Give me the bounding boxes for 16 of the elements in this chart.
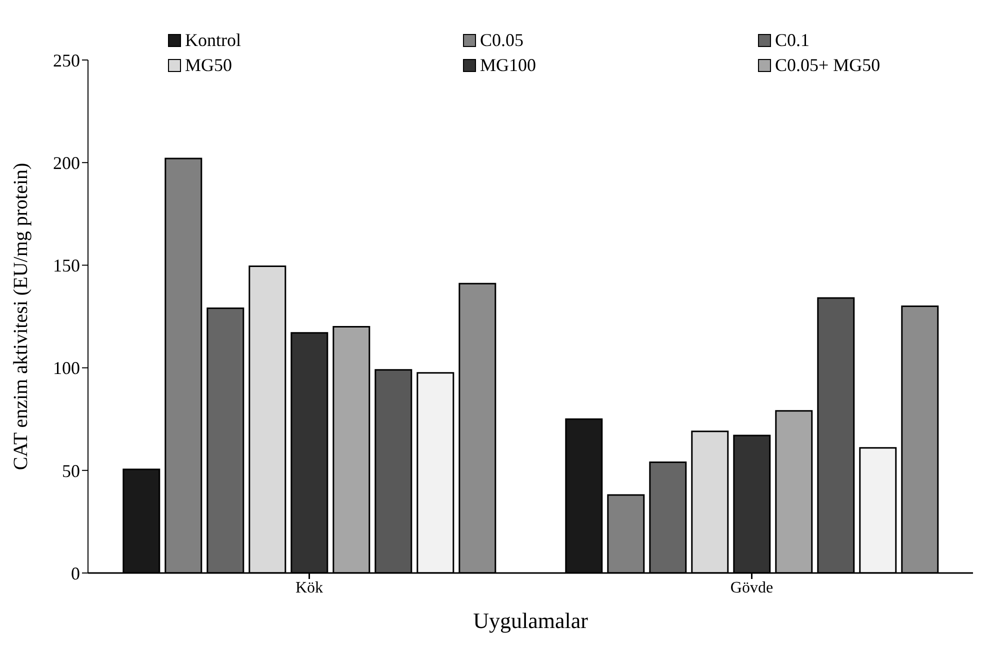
x-axis-title: Uygulamalar [473,608,589,633]
y-tick-label: 100 [53,358,80,378]
y-tick-label: 250 [53,50,80,70]
legend-label: C0.05+ MG50 [775,55,880,76]
x-tick-label: Gövde [730,579,774,596]
legend-label: MG100 [480,55,536,76]
legend-label: C0.05 [480,30,524,51]
legend-label: C0.1 [775,30,810,51]
legend-label: MG50 [185,55,232,76]
y-tick-label: 0 [71,563,80,584]
y-tick-label: 200 [53,152,80,173]
y-tick-label: 50 [62,460,80,481]
y-axis-title: CAT enzim aktivitesi (EU/mg protein) [10,162,32,470]
legend-label: Kontrol [185,30,241,51]
x-tick-label: Kök [295,579,324,596]
y-tick-label: 150 [53,256,80,276]
